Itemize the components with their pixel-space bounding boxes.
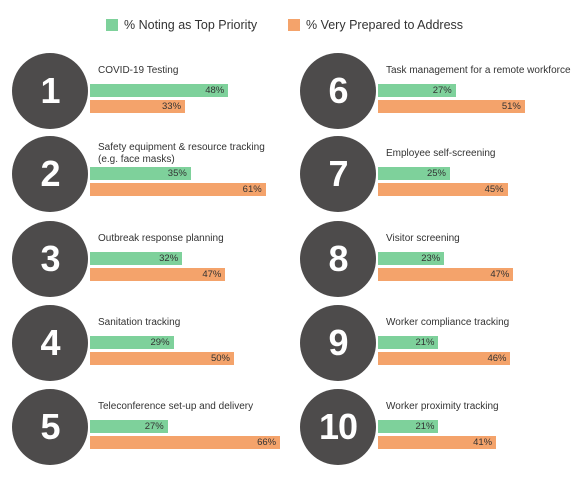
chart-item-4: 29% 50% 4 Sanitation tracking: [12, 305, 292, 381]
rank-circle-10: 10: [300, 389, 376, 465]
rank-circle-5: 5: [12, 389, 88, 465]
bar-very-prepared-9: 46%: [378, 352, 511, 365]
item-label-7: Employee self-screening: [386, 148, 575, 160]
item-label-line: COVID-19 Testing: [98, 65, 179, 76]
legend-label-very-prepared: % Very Prepared to Address: [306, 18, 464, 32]
bar-very-prepared-4: 50%: [90, 352, 234, 365]
bar-label-top-priority-6: 27%: [432, 85, 452, 96]
chart-item-7: 25% 45% 7 Employee self-screening: [300, 136, 575, 212]
legend-label-top-priority: % Noting as Top Priority: [124, 18, 258, 32]
rank-number-10: 10: [318, 406, 358, 447]
rank-circle-7: 7: [300, 136, 376, 212]
bar-very-prepared-6: 51%: [378, 100, 525, 113]
chart-item-6: 27% 51% 6 Task management for a remote work…: [300, 53, 575, 129]
bar-label-top-priority-7: 25%: [426, 168, 446, 179]
item-label-line: Employee self-screening: [386, 148, 496, 159]
rank-number-8: 8: [328, 238, 348, 279]
rank-circle-3: 3: [12, 221, 88, 297]
bar-label-top-priority-1: 48%: [205, 85, 225, 96]
chart-item-10: 21% 41% 10 Worker proximity tracking: [300, 389, 575, 465]
rank-number-9: 9: [328, 322, 348, 363]
rank-number-6: 6: [328, 70, 348, 111]
legend-item-top-priority: % Noting as Top Priority: [106, 18, 257, 32]
bar-very-prepared-3: 47%: [90, 268, 226, 281]
chart-item-8: 23% 47% 8 Visitor screening: [300, 221, 575, 297]
bar-very-prepared-7: 45%: [378, 183, 508, 196]
bar-very-prepared-1: 33%: [90, 100, 186, 113]
bar-top-priority-10: 21%: [378, 420, 439, 433]
bar-top-priority-7: 25%: [378, 167, 450, 180]
legend-swatch-top-priority: [106, 19, 118, 31]
bar-top-priority-2: 35%: [90, 167, 191, 180]
legend-item-very-prepared: % Very Prepared to Address: [288, 18, 463, 32]
item-label-line: Outbreak response planning: [98, 233, 224, 244]
bar-label-very-prepared-3: 47%: [202, 269, 222, 280]
item-label-line: Worker compliance tracking: [386, 317, 510, 328]
rank-number-7: 7: [328, 153, 348, 194]
bar-label-very-prepared-10: 41%: [473, 437, 493, 448]
item-label-9: Worker compliance tracking: [386, 317, 575, 329]
bar-label-very-prepared-9: 46%: [487, 353, 507, 364]
chart-item-1: 48% 33% 1 COVID-19 Testing: [12, 53, 292, 129]
item-label-line: (e.g. face masks): [98, 154, 175, 165]
legend: % Noting as Top Priority % Very Prepared…: [0, 18, 575, 38]
rank-number-5: 5: [40, 406, 60, 447]
item-label-8: Visitor screening: [386, 233, 575, 245]
bar-label-top-priority-10: 21%: [415, 421, 435, 432]
chart-item-9: 21% 46% 9 Worker compliance tracking: [300, 305, 575, 381]
rank-number-2: 2: [40, 153, 60, 194]
bar-label-very-prepared-8: 47%: [490, 269, 510, 280]
rank-circle-9: 9: [300, 305, 376, 381]
rank-circle-1: 1: [12, 53, 88, 129]
chart-item-2: 35% 61% 2 Safety equipment & resource track…: [12, 136, 292, 212]
bar-label-top-priority-5: 27%: [144, 421, 164, 432]
bar-label-very-prepared-6: 51%: [501, 101, 521, 112]
bar-top-priority-1: 48%: [90, 84, 229, 97]
rank-circle-2: 2: [12, 136, 88, 212]
bar-very-prepared-8: 47%: [378, 268, 514, 281]
rank-circle-4: 4: [12, 305, 88, 381]
bar-top-priority-6: 27%: [378, 84, 456, 97]
bar-label-top-priority-3: 32%: [159, 253, 179, 264]
item-label-3: Outbreak response planning: [98, 233, 288, 245]
item-label-line: Safety equipment & resource tracking: [98, 142, 265, 153]
rank-number-3: 3: [40, 238, 60, 279]
item-label-10: Worker proximity tracking: [386, 401, 575, 413]
bar-label-top-priority-4: 29%: [150, 337, 170, 348]
item-label-line: Worker proximity tracking: [386, 401, 499, 412]
bar-label-very-prepared-4: 50%: [210, 353, 230, 364]
bar-top-priority-3: 32%: [90, 252, 183, 265]
bar-label-top-priority-8: 23%: [421, 253, 441, 264]
bar-label-very-prepared-2: 61%: [242, 184, 262, 195]
item-label-5: Teleconference set-up and delivery: [98, 401, 288, 413]
chart-item-3: 32% 47% 3 Outbreak response planning: [12, 221, 292, 297]
rank-number-4: 4: [40, 322, 60, 363]
rank-number-1: 1: [40, 70, 60, 111]
bar-label-top-priority-2: 35%: [167, 168, 187, 179]
bar-top-priority-9: 21%: [378, 336, 439, 349]
chart-item-5: 27% 66% 5 Teleconference set-up and deliver…: [12, 389, 292, 465]
item-label-1: COVID-19 Testing: [98, 65, 288, 77]
rank-circle-8: 8: [300, 221, 376, 297]
bar-very-prepared-2: 61%: [90, 183, 266, 196]
bar-very-prepared-5: 66%: [90, 436, 281, 449]
bar-top-priority-5: 27%: [90, 420, 168, 433]
bar-label-top-priority-9: 21%: [415, 337, 435, 348]
item-label-2: Safety equipment & resource tracking (e.g…: [98, 142, 288, 166]
bar-top-priority-8: 23%: [378, 252, 445, 265]
bar-label-very-prepared-5: 66%: [257, 437, 277, 448]
bar-label-very-prepared-1: 33%: [162, 101, 182, 112]
item-label-line: Sanitation tracking: [98, 317, 181, 328]
item-label-4: Sanitation tracking: [98, 317, 288, 329]
bar-label-very-prepared-7: 45%: [484, 184, 504, 195]
item-label-line: Teleconference set-up and delivery: [98, 401, 254, 412]
rank-circle-6: 6: [300, 53, 376, 129]
bar-top-priority-4: 29%: [90, 336, 174, 349]
item-label-line: Task management for a remote workforce: [386, 65, 571, 76]
bar-very-prepared-10: 41%: [378, 436, 497, 449]
item-label-line: Visitor screening: [386, 233, 460, 244]
item-label-6: Task management for a remote workforce: [386, 65, 575, 77]
legend-swatch-very-prepared: [288, 19, 300, 31]
